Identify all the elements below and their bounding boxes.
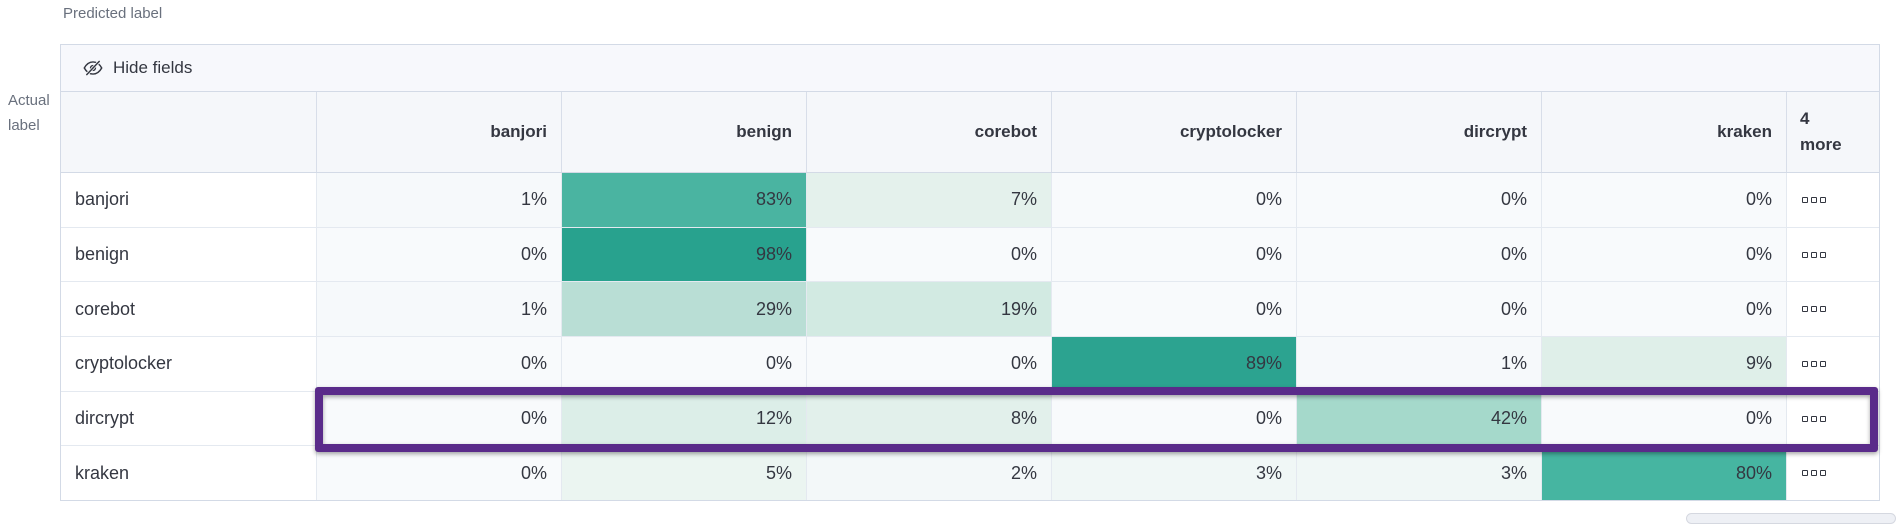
predicted-axis-label: Predicted label	[63, 5, 163, 22]
cell-kraken-banjori[interactable]: 0%	[317, 446, 562, 501]
cell-banjori-benign[interactable]: 83%	[562, 173, 807, 227]
header-cell-kraken[interactable]: kraken	[1542, 92, 1787, 172]
row-more-cell-benign	[1787, 227, 1879, 282]
cell-cryptolocker-banjori[interactable]: 0%	[317, 337, 562, 391]
cell-corebot-cryptolocker[interactable]: 0%	[1052, 282, 1297, 337]
cell-banjori-cryptolocker[interactable]: 0%	[1052, 173, 1297, 227]
boxes-horizontal-icon	[1802, 415, 1808, 422]
row-more-cell-corebot	[1787, 282, 1879, 337]
row-more-cell-cryptolocker	[1787, 337, 1879, 391]
cell-dircrypt-banjori[interactable]: 0%	[317, 391, 562, 446]
horizontal-scrollbar[interactable]	[1686, 513, 1896, 524]
header-corner-cell	[61, 92, 317, 172]
boxes-horizontal-icon	[1820, 470, 1826, 477]
cell-dircrypt-benign[interactable]: 12%	[562, 391, 807, 446]
cell-corebot-benign[interactable]: 29%	[562, 282, 807, 337]
row-actions-button-benign[interactable]	[1799, 249, 1829, 261]
hide-fields-label: Hide fields	[113, 58, 193, 77]
cell-banjori-corebot[interactable]: 7%	[807, 173, 1052, 227]
matrix-row-cryptolocker: cryptolocker 0% 0% 0% 89% 1% 9%	[61, 337, 1879, 392]
boxes-horizontal-icon	[1811, 360, 1817, 367]
row-label-cryptolocker: cryptolocker	[61, 337, 317, 391]
boxes-horizontal-icon	[1811, 306, 1817, 313]
matrix-body: banjori 1% 83% 7% 0% 0% 0% benign 0% 98% 0% 0% 0% 0% c…	[61, 173, 1879, 501]
cell-benign-dircrypt[interactable]: 0%	[1297, 227, 1542, 282]
cell-dircrypt-corebot[interactable]: 8%	[807, 391, 1052, 446]
cell-corebot-dircrypt[interactable]: 0%	[1297, 282, 1542, 337]
cell-banjori-dircrypt[interactable]: 0%	[1297, 173, 1542, 227]
actual-axis-label: Actual label	[8, 92, 50, 134]
boxes-horizontal-icon	[1820, 360, 1826, 367]
cell-kraken-dircrypt[interactable]: 3%	[1297, 446, 1542, 501]
cell-corebot-corebot[interactable]: 19%	[807, 282, 1052, 337]
row-actions-button-dircrypt[interactable]	[1799, 413, 1829, 425]
row-more-cell-banjori	[1787, 173, 1879, 227]
boxes-horizontal-icon	[1811, 196, 1817, 203]
matrix-row-banjori: banjori 1% 83% 7% 0% 0% 0%	[61, 173, 1879, 228]
header-cell-corebot[interactable]: corebot	[807, 92, 1052, 172]
cell-benign-banjori[interactable]: 0%	[317, 227, 562, 282]
matrix-row-corebot: corebot 1% 29% 19% 0% 0% 0%	[61, 282, 1879, 338]
boxes-horizontal-icon	[1820, 251, 1826, 258]
cell-cryptolocker-benign[interactable]: 0%	[562, 337, 807, 391]
header-cell-cryptolocker[interactable]: cryptolocker	[1052, 92, 1297, 172]
boxes-horizontal-icon	[1811, 415, 1817, 422]
cell-benign-kraken[interactable]: 0%	[1542, 227, 1787, 282]
row-actions-button-kraken[interactable]	[1799, 467, 1829, 479]
matrix-row-benign: benign 0% 98% 0% 0% 0% 0%	[61, 227, 1879, 283]
cell-dircrypt-kraken[interactable]: 0%	[1542, 391, 1787, 446]
row-label-banjori: banjori	[61, 173, 317, 227]
grid-toolbar: Hide fields	[61, 45, 1879, 92]
cell-kraken-cryptolocker[interactable]: 3%	[1052, 446, 1297, 501]
cell-cryptolocker-dircrypt[interactable]: 1%	[1297, 337, 1542, 391]
cell-banjori-kraken[interactable]: 0%	[1542, 173, 1787, 227]
row-actions-button-banjori[interactable]	[1799, 194, 1829, 206]
header-cell-dircrypt[interactable]: dircrypt	[1297, 92, 1542, 172]
cell-kraken-kraken[interactable]: 80%	[1542, 446, 1787, 501]
more-columns-label: 4 more	[1800, 109, 1842, 154]
row-label-kraken: kraken	[61, 446, 317, 501]
row-label-benign: benign	[61, 227, 317, 282]
row-label-corebot: corebot	[61, 282, 317, 337]
row-label-dircrypt: dircrypt	[61, 391, 317, 446]
cell-corebot-banjori[interactable]: 1%	[317, 282, 562, 337]
row-more-cell-kraken	[1787, 446, 1879, 501]
boxes-horizontal-icon	[1811, 251, 1817, 258]
matrix-row-kraken: kraken 0% 5% 2% 3% 3% 80%	[61, 446, 1879, 501]
cell-kraken-corebot[interactable]: 2%	[807, 446, 1052, 501]
cell-benign-corebot[interactable]: 0%	[807, 227, 1052, 282]
boxes-horizontal-icon	[1802, 306, 1808, 313]
matrix-row-dircrypt: dircrypt 0% 12% 8% 0% 42% 0%	[61, 391, 1879, 447]
boxes-horizontal-icon	[1811, 470, 1817, 477]
cell-benign-benign[interactable]: 98%	[562, 227, 807, 282]
cell-cryptolocker-kraken[interactable]: 9%	[1542, 337, 1787, 391]
boxes-horizontal-icon	[1802, 470, 1808, 477]
boxes-horizontal-icon	[1820, 196, 1826, 203]
cell-dircrypt-cryptolocker[interactable]: 0%	[1052, 391, 1297, 446]
row-more-cell-dircrypt	[1787, 391, 1879, 446]
hide-fields-button[interactable]: Hide fields	[82, 57, 192, 79]
cell-kraken-benign[interactable]: 5%	[562, 446, 807, 501]
boxes-horizontal-icon	[1820, 415, 1826, 422]
header-cell-benign[interactable]: benign	[562, 92, 807, 172]
header-cell-banjori[interactable]: banjori	[317, 92, 562, 172]
boxes-horizontal-icon	[1802, 360, 1808, 367]
row-actions-button-corebot[interactable]	[1799, 303, 1829, 315]
boxes-horizontal-icon	[1820, 306, 1826, 313]
row-actions-button-cryptolocker[interactable]	[1799, 358, 1829, 370]
confusion-matrix-grid: Hide fields banjori benign corebot cryptolo…	[60, 44, 1880, 501]
cell-cryptolocker-cryptolocker[interactable]: 89%	[1052, 337, 1297, 391]
cell-benign-cryptolocker[interactable]: 0%	[1052, 227, 1297, 282]
cell-dircrypt-dircrypt[interactable]: 42%	[1297, 391, 1542, 446]
boxes-horizontal-icon	[1802, 196, 1808, 203]
eye-closed-icon	[82, 57, 104, 79]
cell-banjori-banjori[interactable]: 1%	[317, 173, 562, 227]
boxes-horizontal-icon	[1802, 251, 1808, 258]
header-row: banjori benign corebot cryptolocker dircrypt…	[61, 92, 1879, 173]
cell-cryptolocker-corebot[interactable]: 0%	[807, 337, 1052, 391]
cell-corebot-kraken[interactable]: 0%	[1542, 282, 1787, 337]
header-more-columns[interactable]: 4 more	[1787, 92, 1879, 172]
